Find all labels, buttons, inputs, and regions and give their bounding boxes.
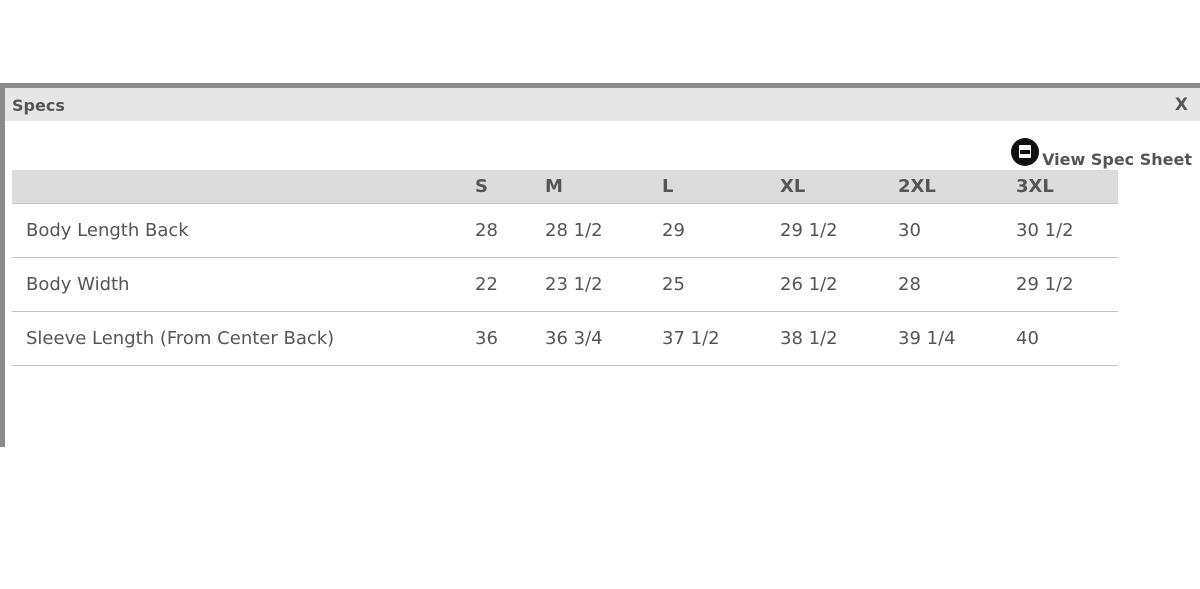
measurement-cell: 30 1/2 xyxy=(1016,203,1118,258)
table-row: Body Length Back 28 28 1/2 29 29 1/2 30 30 1/2 xyxy=(12,203,1118,258)
dialog-title: Specs xyxy=(12,96,65,115)
table-row: Body Width 22 23 1/2 25 26 1/2 28 29 1/2 xyxy=(12,257,1118,312)
view-spec-sheet-link[interactable]: View Spec Sheet xyxy=(1011,138,1192,169)
header-size-3xl: 3XL xyxy=(1016,170,1118,204)
header-size-xl: XL xyxy=(780,170,898,204)
header-size-m: M xyxy=(545,170,662,204)
table-row: Sleeve Length (From Center Back) 36 36 3/4… xyxy=(12,311,1118,366)
row-label: Body Width xyxy=(12,257,475,312)
size-spec-table: S M L XL 2XL 3XL Body Length Back 28 28 1/… xyxy=(12,170,1118,366)
measurement-cell: 28 1/2 xyxy=(545,203,662,258)
measurement-cell: 28 xyxy=(898,257,1016,312)
view-spec-sheet-label: View Spec Sheet xyxy=(1042,150,1192,169)
row-label: Sleeve Length (From Center Back) xyxy=(12,311,475,366)
close-button[interactable]: X xyxy=(1174,95,1188,115)
measurement-cell: 28 xyxy=(475,203,545,258)
measurement-cell: 30 xyxy=(898,203,1016,258)
measurement-cell: 29 xyxy=(662,203,780,258)
measurement-cell: 29 1/2 xyxy=(780,203,898,258)
row-label: Body Length Back xyxy=(12,203,475,258)
pdf-icon xyxy=(1011,138,1040,166)
measurement-cell: 25 xyxy=(662,257,780,312)
measurement-cell: 23 1/2 xyxy=(545,257,662,312)
header-size-s: S xyxy=(475,170,545,204)
measurement-cell: 26 1/2 xyxy=(780,257,898,312)
measurement-cell: 37 1/2 xyxy=(662,311,780,366)
header-size-l: L xyxy=(662,170,780,204)
measurement-cell: 36 3/4 xyxy=(545,311,662,366)
header-label xyxy=(12,170,475,204)
measurement-cell: 36 xyxy=(475,311,545,366)
measurement-cell: 22 xyxy=(475,257,545,312)
measurement-cell: 39 1/4 xyxy=(898,311,1016,366)
measurement-cell: 29 1/2 xyxy=(1016,257,1118,312)
specs-dialog: Specs X View Spec Sheet S M L XL 2XL 3XL… xyxy=(0,83,1200,447)
table-header-row: S M L XL 2XL 3XL xyxy=(12,170,1118,204)
dialog-titlebar: Specs X xyxy=(5,88,1200,121)
header-size-2xl: 2XL xyxy=(898,170,1016,204)
measurement-cell: 38 1/2 xyxy=(780,311,898,366)
measurement-cell: 40 xyxy=(1016,311,1118,366)
